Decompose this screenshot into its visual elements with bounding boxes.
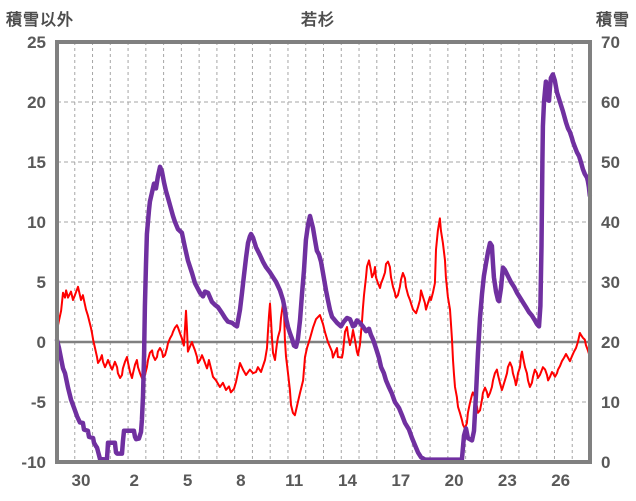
right-axis-tick-label: 30 [601, 273, 620, 292]
left-axis-tick-label: -10 [21, 453, 46, 472]
right-axis-tick-label: 20 [601, 333, 620, 352]
left-axis-tick-label: 0 [36, 333, 46, 352]
left-axis-tick-label: 5 [36, 273, 46, 292]
x-axis-tick-label: 26 [551, 471, 571, 490]
right-axis-tick-label: 10 [601, 393, 620, 412]
x-axis-tick-label: 8 [236, 471, 246, 490]
left-axis-tick-label: 20 [27, 93, 46, 112]
left-axis-tick-label: 25 [27, 33, 46, 52]
plot-border [55, 40, 592, 464]
left-axis-tick-label: 15 [27, 153, 46, 172]
x-axis-tick-label: 30 [71, 471, 91, 490]
x-axis-tick-label: 17 [391, 471, 411, 490]
right-axis-tick-label: 40 [601, 213, 620, 232]
right-axis-tick-label: 60 [601, 93, 620, 112]
right-axis-tick-label: 0 [601, 453, 611, 472]
x-axis-tick-label: 14 [338, 471, 357, 490]
x-axis-tick-label: 11 [285, 471, 304, 490]
right-axis-tick-label: 70 [601, 33, 620, 52]
x-axis-tick-label: 20 [444, 471, 464, 490]
x-axis-tick-label: 5 [182, 471, 193, 490]
x-axis-tick-label: 2 [129, 471, 140, 490]
series-line-temp [56, 217, 591, 430]
left-axis-title: 積雪以外 [6, 12, 75, 29]
chart-title: 若杉 [300, 12, 335, 29]
right-axis-title: 積雪 [595, 12, 630, 29]
right-axis-tick-label: 50 [601, 153, 620, 172]
left-axis-tick-label: 10 [27, 213, 46, 232]
x-axis-tick-label: 23 [497, 471, 517, 490]
series-line-snow [54, 72, 593, 462]
left-axis-tick-label: -5 [30, 393, 46, 412]
